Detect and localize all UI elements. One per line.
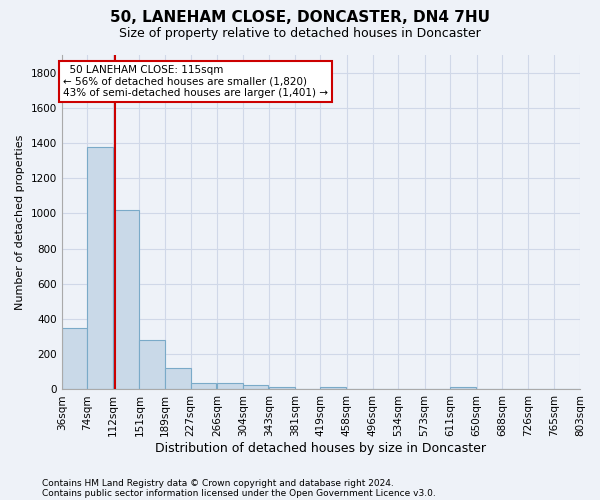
Bar (88, 146, 113, 390)
Text: 50, LANEHAM CLOSE, DONCASTER, DN4 7HU: 50, LANEHAM CLOSE, DONCASTER, DN4 7HU (110, 10, 490, 25)
Text: 50 LANEHAM CLOSE: 115sqm
← 56% of detached houses are smaller (1,820)
43% of sem: 50 LANEHAM CLOSE: 115sqm ← 56% of detach… (63, 65, 328, 98)
Bar (113, 210, 139, 390)
Text: Size of property relative to detached houses in Doncaster: Size of property relative to detached ho… (119, 28, 481, 40)
Bar (139, 340, 165, 390)
Bar (217, 384, 243, 390)
Bar (191, 384, 217, 390)
Bar (243, 385, 268, 390)
Bar (269, 387, 295, 390)
Bar (320, 387, 346, 390)
Bar (450, 387, 476, 390)
Bar (62, 328, 88, 390)
Y-axis label: Number of detached properties: Number of detached properties (15, 134, 25, 310)
Bar (165, 368, 191, 390)
Text: Contains public sector information licensed under the Open Government Licence v3: Contains public sector information licen… (42, 488, 436, 498)
X-axis label: Distribution of detached houses by size in Doncaster: Distribution of detached houses by size … (155, 442, 487, 455)
Text: Contains HM Land Registry data © Crown copyright and database right 2024.: Contains HM Land Registry data © Crown c… (42, 478, 394, 488)
